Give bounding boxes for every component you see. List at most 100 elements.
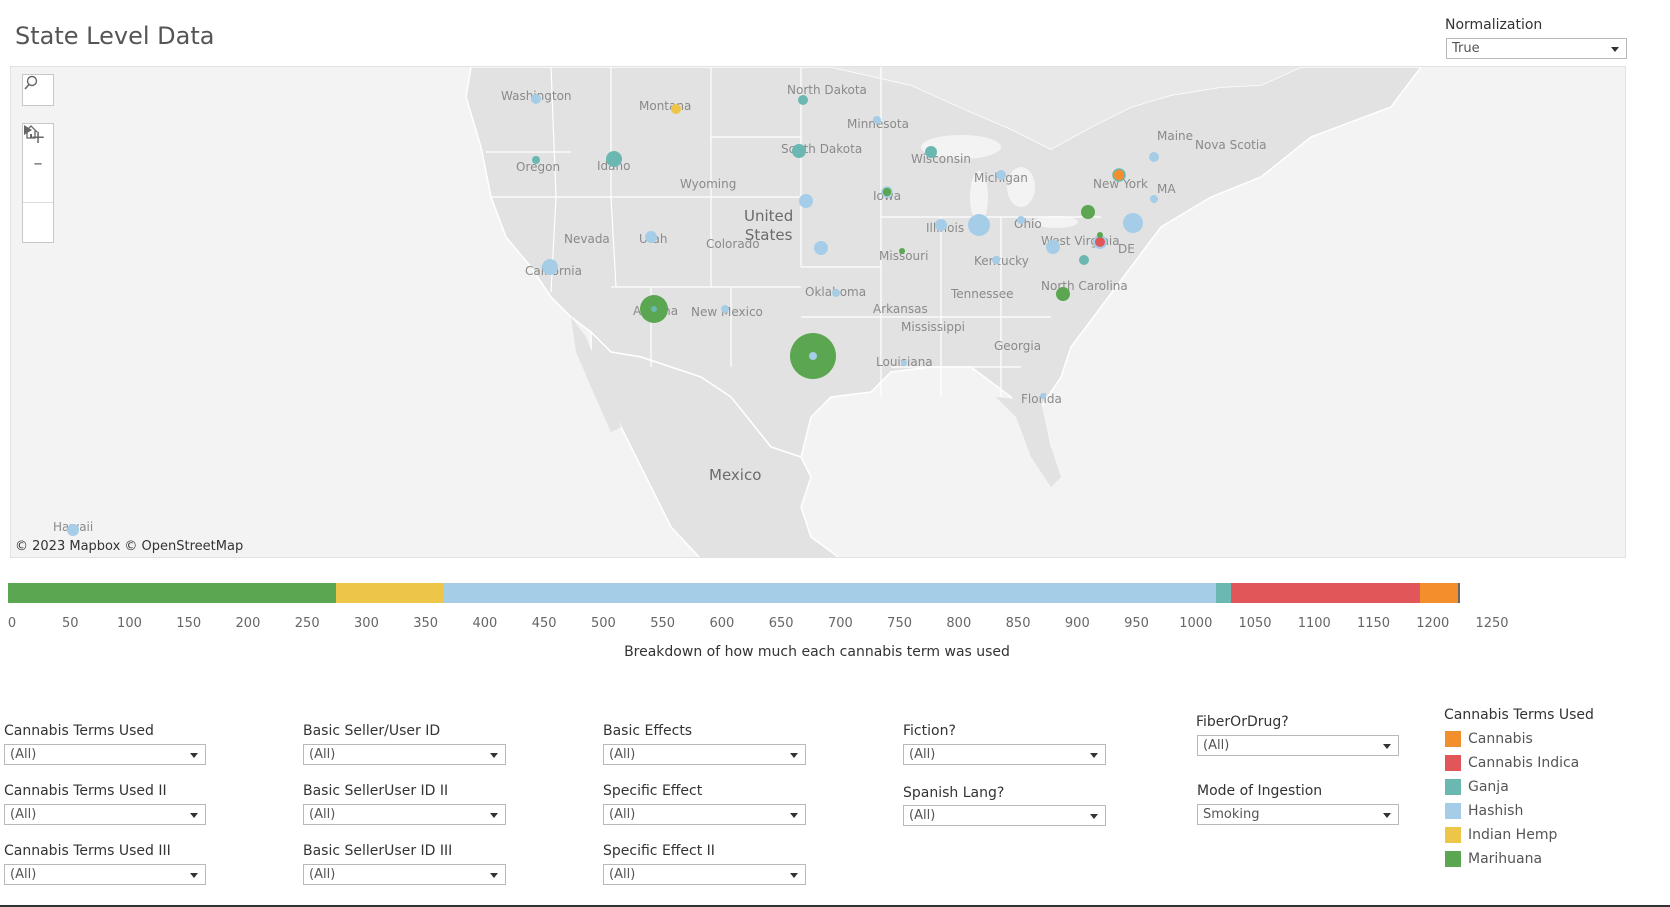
legend-item[interactable]: Marihuana bbox=[1445, 851, 1542, 867]
map-mark[interactable] bbox=[531, 94, 541, 104]
x-tick-label: 300 bbox=[354, 616, 379, 631]
map-search-button[interactable] bbox=[22, 74, 54, 106]
normalization-label: Normalization bbox=[1445, 17, 1543, 33]
map-mark[interactable] bbox=[873, 116, 881, 124]
map-mark[interactable] bbox=[809, 352, 817, 360]
page-title: State Level Data bbox=[15, 22, 215, 50]
zoom-out-icon[interactable]: – bbox=[33, 152, 43, 174]
country-label-mexico: Mexico bbox=[709, 466, 762, 484]
map-mark[interactable] bbox=[1123, 213, 1143, 233]
map-mark[interactable] bbox=[67, 524, 79, 536]
lake-erie bbox=[1034, 216, 1078, 228]
play-icon[interactable] bbox=[23, 125, 53, 237]
bar-segment-hashish[interactable] bbox=[442, 583, 1217, 603]
filter-dropdown-seller-id-iii[interactable]: (All) bbox=[303, 864, 506, 885]
zoom-in-icon[interactable]: + bbox=[30, 126, 46, 148]
x-tick-label: 50 bbox=[61, 616, 79, 631]
map-mark[interactable] bbox=[532, 156, 540, 164]
florida bbox=[996, 397, 1061, 487]
home-icon[interactable] bbox=[23, 125, 53, 202]
normalization-dropdown[interactable]: True bbox=[1446, 38, 1627, 59]
filter-dropdown-specific-effect-ii[interactable]: (All) bbox=[603, 864, 806, 885]
map-mark[interactable] bbox=[996, 170, 1006, 180]
state-label: Missouri bbox=[879, 249, 929, 263]
filter-dropdown-seller-id[interactable]: (All) bbox=[303, 744, 506, 765]
filter-dropdown-fiber-or-drug[interactable]: (All) bbox=[1197, 735, 1399, 756]
map-mark[interactable] bbox=[814, 241, 828, 255]
map-mark[interactable] bbox=[832, 289, 840, 297]
filter-dropdown-mode-of-ingestion[interactable]: Smoking bbox=[1197, 804, 1399, 825]
x-tick-label: 350 bbox=[413, 616, 439, 631]
map-mark[interactable] bbox=[1017, 216, 1025, 224]
x-tick-label: 1100 bbox=[1297, 616, 1331, 631]
filter-dropdown-fiction[interactable]: (All) bbox=[903, 744, 1106, 765]
map-mark[interactable] bbox=[542, 259, 558, 275]
bar-segment-marihuana[interactable] bbox=[8, 583, 337, 603]
legend-item[interactable]: Cannabis Indica bbox=[1445, 755, 1579, 771]
filter-value: (All) bbox=[10, 807, 37, 822]
filter-value: (All) bbox=[10, 867, 37, 882]
map-mark[interactable] bbox=[1097, 232, 1103, 238]
map-mark[interactable] bbox=[935, 219, 947, 231]
chevron-down-icon bbox=[490, 813, 498, 818]
bar-segment-cannabis[interactable] bbox=[1420, 583, 1459, 603]
search-icon bbox=[23, 75, 53, 105]
map-mark[interactable] bbox=[651, 306, 657, 312]
filter-dropdown-cannabis-terms[interactable]: (All) bbox=[4, 744, 206, 765]
filter-dropdown-cannabis-terms-ii[interactable]: (All) bbox=[4, 804, 206, 825]
filter-dropdown-cannabis-terms-iii[interactable]: (All) bbox=[4, 864, 206, 885]
map-mark[interactable] bbox=[1149, 152, 1159, 162]
map-mark[interactable] bbox=[606, 151, 622, 167]
filter-label: Cannabis Terms Used bbox=[4, 723, 154, 739]
x-tick-label: 400 bbox=[472, 616, 498, 631]
filter-dropdown-basic-effects[interactable]: (All) bbox=[603, 744, 806, 765]
canada-landmass bbox=[831, 67, 1301, 149]
state-label: Florida bbox=[1021, 392, 1062, 406]
filter-label: Basic Effects bbox=[603, 723, 693, 739]
state-label: Wyoming bbox=[680, 177, 737, 191]
map-mark[interactable] bbox=[721, 305, 729, 313]
legend-swatch bbox=[1445, 851, 1461, 867]
legend-item[interactable]: Hashish bbox=[1445, 803, 1523, 819]
map-mark[interactable] bbox=[1046, 240, 1060, 254]
map-mark[interactable] bbox=[671, 104, 681, 114]
map-mark[interactable] bbox=[881, 186, 893, 198]
legend-item[interactable]: Cannabis bbox=[1445, 731, 1533, 747]
map-mark[interactable] bbox=[968, 214, 990, 236]
map-mark[interactable] bbox=[901, 360, 907, 366]
legend-label: Cannabis bbox=[1468, 731, 1533, 747]
map-mark[interactable] bbox=[1040, 393, 1046, 399]
map-mark[interactable] bbox=[645, 231, 657, 243]
x-tick-label: 0 bbox=[7, 616, 17, 631]
filter-label: Basic Seller/User ID bbox=[303, 723, 441, 739]
map-mark[interactable] bbox=[1150, 195, 1158, 203]
map-mark[interactable] bbox=[1081, 205, 1095, 219]
filter-label: FiberOrDrug? bbox=[1196, 714, 1289, 730]
x-tick-label: 750 bbox=[887, 616, 913, 631]
legend-label: Indian Hemp bbox=[1468, 827, 1558, 843]
filter-dropdown-seller-id-ii[interactable]: (All) bbox=[303, 804, 506, 825]
filter-dropdown-specific-effect[interactable]: (All) bbox=[603, 804, 806, 825]
bar-segment-ganja[interactable] bbox=[1216, 583, 1231, 603]
x-axis-title: Breakdown of how much each cannabis term… bbox=[624, 644, 1010, 660]
map-mark[interactable] bbox=[798, 95, 808, 105]
map-mark[interactable] bbox=[899, 248, 905, 254]
map-mark[interactable] bbox=[992, 256, 1000, 264]
legend-swatch bbox=[1445, 755, 1461, 771]
legend-item[interactable]: Indian Hemp bbox=[1445, 827, 1557, 843]
filter-value: Smoking bbox=[1203, 807, 1260, 822]
chevron-down-icon bbox=[790, 813, 798, 818]
bar-segment-indian-hemp[interactable] bbox=[336, 583, 443, 603]
legend-item[interactable]: Ganja bbox=[1445, 779, 1509, 795]
map-mark[interactable] bbox=[925, 146, 937, 158]
state-label: Georgia bbox=[994, 339, 1042, 353]
bar-segment-cannabis-indica[interactable] bbox=[1230, 583, 1421, 603]
map-mark[interactable] bbox=[792, 144, 806, 158]
map-mark[interactable] bbox=[1112, 168, 1126, 182]
map-mark[interactable] bbox=[1079, 255, 1089, 265]
state-label: Kentucky bbox=[974, 254, 1029, 268]
map-mark[interactable] bbox=[1056, 287, 1070, 301]
map-mark[interactable] bbox=[799, 194, 813, 208]
filter-dropdown-spanish-lang[interactable]: (All) bbox=[903, 805, 1106, 826]
